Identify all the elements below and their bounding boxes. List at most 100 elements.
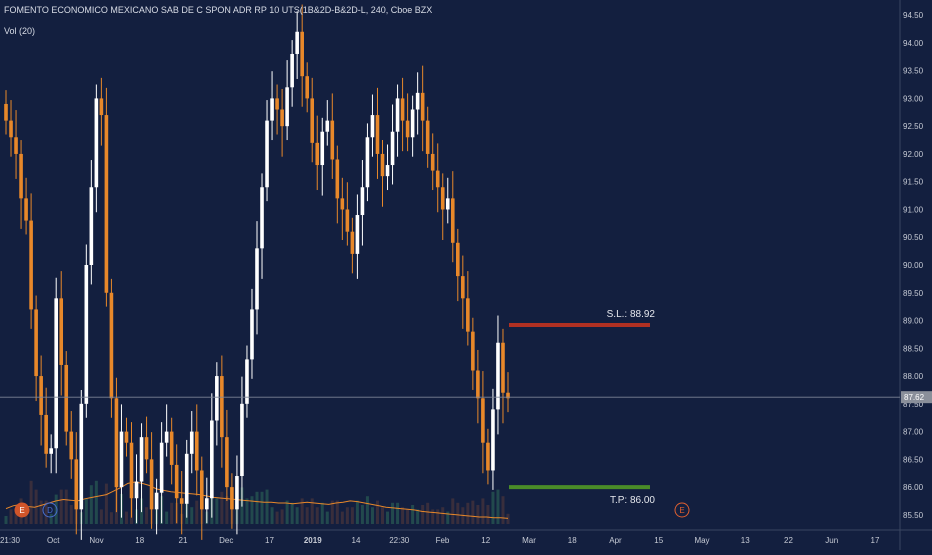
candle-body bbox=[290, 53, 294, 88]
volume-bar bbox=[69, 505, 73, 524]
volume-bar bbox=[471, 500, 475, 524]
candle-body bbox=[89, 187, 94, 265]
volume-ma-line bbox=[5, 481, 509, 519]
earnings-marker-icon bbox=[14, 502, 30, 518]
volume-bar bbox=[446, 511, 450, 524]
volume-bar bbox=[320, 502, 324, 524]
x-tick-label: 2019 bbox=[304, 536, 322, 545]
x-tick-label: Nov bbox=[89, 536, 103, 545]
volume-bar bbox=[375, 500, 379, 524]
volume-bar bbox=[39, 500, 43, 524]
candle-body bbox=[94, 98, 99, 188]
volume-bar bbox=[315, 507, 319, 524]
volume-bar bbox=[365, 496, 369, 524]
stop-loss-label: S.L.: 88.92 bbox=[607, 309, 656, 320]
volume-bar bbox=[360, 505, 364, 524]
y-tick-label: 90.00 bbox=[903, 261, 924, 270]
volume-bar bbox=[275, 511, 279, 524]
x-tick-label: Apr bbox=[609, 536, 622, 545]
volume-bar bbox=[215, 498, 219, 524]
volume-bar bbox=[466, 502, 470, 524]
candle-body bbox=[450, 198, 455, 243]
candle-body bbox=[456, 242, 460, 277]
volume-bar bbox=[89, 485, 93, 524]
candle-body bbox=[84, 265, 89, 404]
take-profit-label: T.P: 86.00 bbox=[610, 495, 655, 506]
y-tick-label: 88.00 bbox=[903, 372, 924, 381]
x-tick-label: 14 bbox=[352, 536, 361, 545]
y-tick-label: 93.00 bbox=[903, 94, 924, 103]
volume-bar bbox=[165, 511, 169, 524]
candle-body bbox=[74, 459, 79, 510]
candle-body bbox=[420, 92, 425, 121]
candle-body bbox=[260, 187, 264, 249]
y-tick-label: 85.50 bbox=[903, 511, 924, 520]
volume-bar bbox=[411, 505, 415, 524]
x-tick-label: 15 bbox=[654, 536, 663, 545]
volume-bar bbox=[54, 494, 58, 524]
candle-body bbox=[265, 120, 269, 188]
volume-bar bbox=[170, 502, 174, 524]
x-tick-label: 18 bbox=[568, 536, 577, 545]
candle-body bbox=[360, 187, 365, 216]
event-marker-label: E bbox=[19, 506, 24, 515]
candle-body bbox=[410, 109, 415, 138]
volume-bar bbox=[94, 480, 98, 524]
candle-body bbox=[461, 276, 465, 299]
candle-body bbox=[325, 120, 330, 132]
candle-body bbox=[4, 103, 8, 121]
candle-body bbox=[230, 487, 234, 510]
volume-bar bbox=[195, 500, 199, 524]
candle-body bbox=[29, 220, 33, 310]
volume-bar bbox=[64, 489, 68, 524]
candle-body bbox=[114, 398, 119, 488]
volume-bar bbox=[104, 483, 108, 524]
volume-bar bbox=[44, 500, 48, 524]
y-tick-label: 89.00 bbox=[903, 317, 924, 326]
volume-bar bbox=[421, 505, 425, 524]
candle-body bbox=[215, 376, 219, 421]
candle-body bbox=[19, 153, 23, 199]
candle-body bbox=[390, 131, 395, 166]
volume-bar bbox=[280, 509, 284, 524]
candle-body bbox=[205, 498, 209, 510]
candle-body bbox=[501, 342, 505, 393]
candle-body bbox=[134, 481, 139, 499]
candle-body bbox=[320, 131, 325, 166]
candle-body bbox=[440, 187, 445, 210]
volume-bar bbox=[14, 509, 18, 524]
x-tick-label: Oct bbox=[47, 536, 60, 545]
y-tick-label: 86.50 bbox=[903, 455, 924, 464]
candle-body bbox=[310, 98, 315, 143]
volume-bar bbox=[220, 491, 224, 524]
volume-bar bbox=[290, 502, 294, 524]
candle-body bbox=[425, 120, 430, 154]
candle-body bbox=[139, 437, 144, 482]
symbol-title: FOMENTO ECONOMICO MEXICANO SAB DE C SPON… bbox=[4, 5, 433, 15]
x-tick-label: Dec bbox=[219, 536, 233, 545]
y-tick-label: 91.00 bbox=[903, 205, 924, 214]
y-tick-label: 87.50 bbox=[903, 400, 924, 409]
candle-body bbox=[270, 98, 274, 121]
current-price-label: 87.62 bbox=[904, 393, 925, 402]
candle-body bbox=[430, 153, 435, 171]
volume-bar bbox=[265, 489, 269, 524]
candle-body bbox=[240, 403, 244, 477]
volume-bar bbox=[330, 500, 334, 524]
volume-bar bbox=[491, 491, 495, 524]
candle-body bbox=[109, 292, 114, 399]
x-tick-label: 17 bbox=[871, 536, 880, 545]
candle-body bbox=[24, 198, 28, 221]
candle-body bbox=[159, 442, 164, 493]
volume-indicator-label[interactable]: Vol (20) bbox=[4, 26, 36, 36]
volume-bar bbox=[496, 489, 500, 524]
volume-bar bbox=[506, 513, 510, 524]
candle-body bbox=[400, 98, 405, 121]
candle-body bbox=[380, 153, 385, 177]
candle-body bbox=[184, 453, 189, 504]
volume-bar bbox=[270, 507, 274, 524]
earnings-marker-icon bbox=[674, 502, 690, 518]
y-tick-label: 94.50 bbox=[903, 11, 924, 20]
